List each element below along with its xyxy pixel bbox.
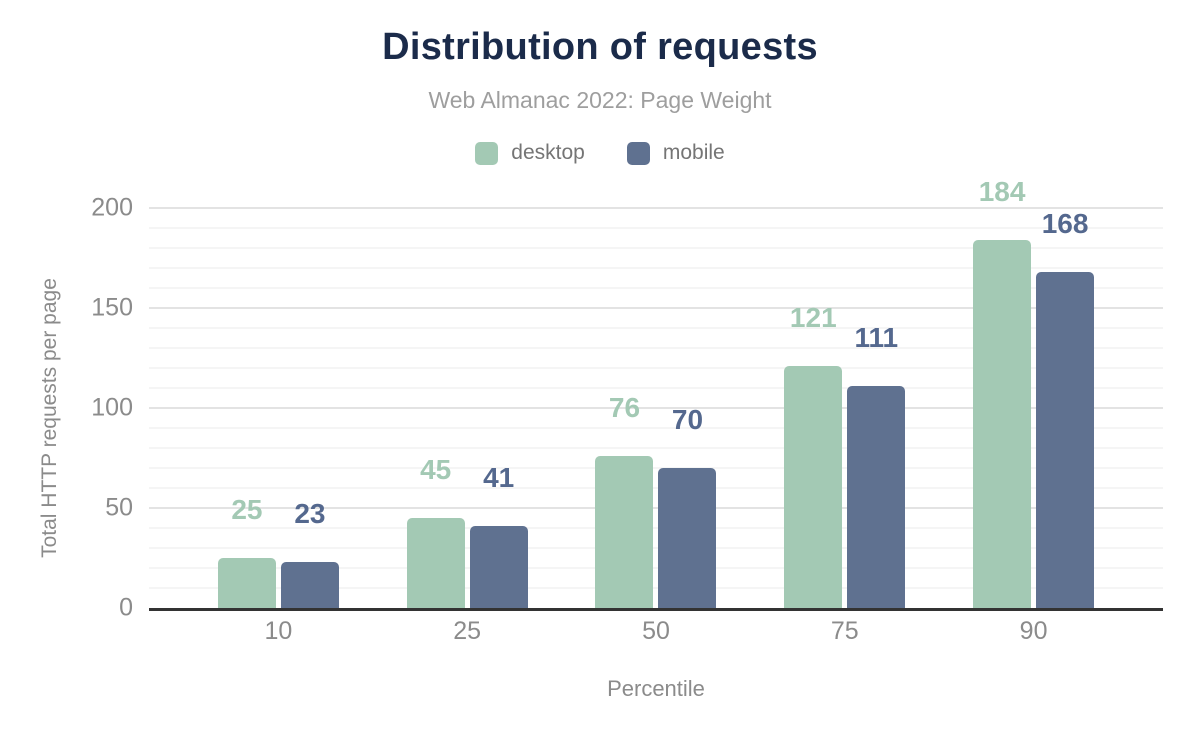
legend: desktop mobile	[0, 141, 1200, 165]
bar-mobile-p90: 168	[1036, 210, 1095, 608]
minor-gridline-90	[149, 427, 1163, 429]
bar-value-mobile-p25: 41	[483, 462, 515, 493]
x-axis-title: Percentile	[607, 676, 705, 701]
bar-desktop-p50: 76	[595, 394, 654, 608]
bar-value-desktop-p25: 45	[420, 454, 452, 485]
chart-title: Distribution of requests	[382, 26, 818, 68]
y-tick-label-200: 200	[91, 193, 133, 222]
legend-label-mobile: mobile	[662, 141, 725, 164]
bar-value-desktop-p90: 184	[978, 176, 1026, 207]
minor-gridline-60	[149, 487, 1163, 489]
bar-group-75: 121 111 75	[750, 208, 939, 644]
minor-gridline-110	[149, 387, 1163, 389]
bar-group-10: 25 23 10	[184, 208, 373, 644]
bar-mobile-p10: 23	[280, 500, 339, 608]
bar-value-desktop-p75: 121	[789, 302, 837, 333]
y-tick-label-50: 50	[105, 493, 133, 522]
x-tick-label-90: 90	[1019, 617, 1048, 645]
bar-mobile-p25: 41	[469, 464, 528, 608]
bar-value-desktop-p10: 25	[231, 494, 263, 525]
major-gridline-200	[149, 207, 1163, 209]
bar-mobile-p75: 111	[847, 324, 906, 608]
bar-value-mobile-p10: 23	[294, 498, 326, 529]
x-tick-label-50: 50	[642, 617, 670, 645]
minor-gridline-80	[149, 447, 1163, 449]
x-tick-label-75: 75	[830, 617, 859, 645]
major-gridline-50	[149, 507, 1163, 509]
minor-gridline-70	[149, 467, 1163, 469]
bar-group-90: 184 168 90	[939, 178, 1128, 644]
bar-value-mobile-p50: 70	[671, 404, 704, 435]
minor-gridline-160	[149, 287, 1163, 289]
minor-gridline-10	[149, 587, 1163, 589]
minor-gridline-170	[149, 267, 1163, 269]
minor-gridline-40	[149, 527, 1163, 529]
minor-gridline-120	[149, 367, 1163, 369]
legend-item-mobile: mobile	[626, 141, 725, 165]
minor-gridline-130	[149, 347, 1163, 349]
y-tick-label-0: 0	[119, 593, 133, 622]
bar-group-50: 76 70 50	[562, 208, 751, 644]
minor-gridline-20	[149, 567, 1163, 569]
bar-desktop-p75: 121	[784, 304, 843, 608]
bars-row: 25 23 10 45 41 25 76 70 50 121 111 75 184 168 90	[149, 178, 1163, 644]
major-gridline-150	[149, 307, 1163, 309]
bar-desktop-p25: 45	[406, 456, 465, 608]
y-axis-title: Total HTTP requests per page	[38, 278, 61, 558]
bar-value-mobile-p75: 111	[854, 322, 899, 353]
chart-subtitle: Web Almanac 2022: Page Weight	[428, 87, 772, 113]
bar-group-25: 45 41 25	[373, 208, 562, 644]
bar-value-desktop-p50: 76	[608, 392, 641, 423]
legend-label-desktop: desktop	[511, 141, 585, 164]
legend-swatch-desktop-icon	[475, 141, 499, 165]
bar-desktop-p90: 184	[973, 178, 1032, 608]
bar-value-mobile-p90: 168	[1041, 208, 1089, 239]
x-tick-label-25: 25	[453, 617, 482, 645]
legend-swatch-mobile-icon	[626, 141, 650, 165]
y-tick-label-150: 150	[91, 293, 133, 322]
x-tick-label-10: 10	[264, 617, 293, 645]
major-gridline-100	[149, 407, 1163, 409]
y-tick-label-100: 100	[91, 393, 133, 422]
minor-gridline-140	[149, 327, 1163, 329]
minor-gridline-190	[149, 227, 1163, 229]
legend-item-desktop: desktop	[475, 141, 585, 165]
minor-gridline-180	[149, 247, 1163, 249]
plot-area: 0 50 100 150 200 25 23 10 45 41 25 76 70 50 121 111 75 1…	[91, 178, 1163, 644]
bar-desktop-p10: 25	[217, 496, 276, 608]
bar-mobile-p50: 70	[658, 406, 717, 608]
minor-gridline-30	[149, 547, 1163, 549]
